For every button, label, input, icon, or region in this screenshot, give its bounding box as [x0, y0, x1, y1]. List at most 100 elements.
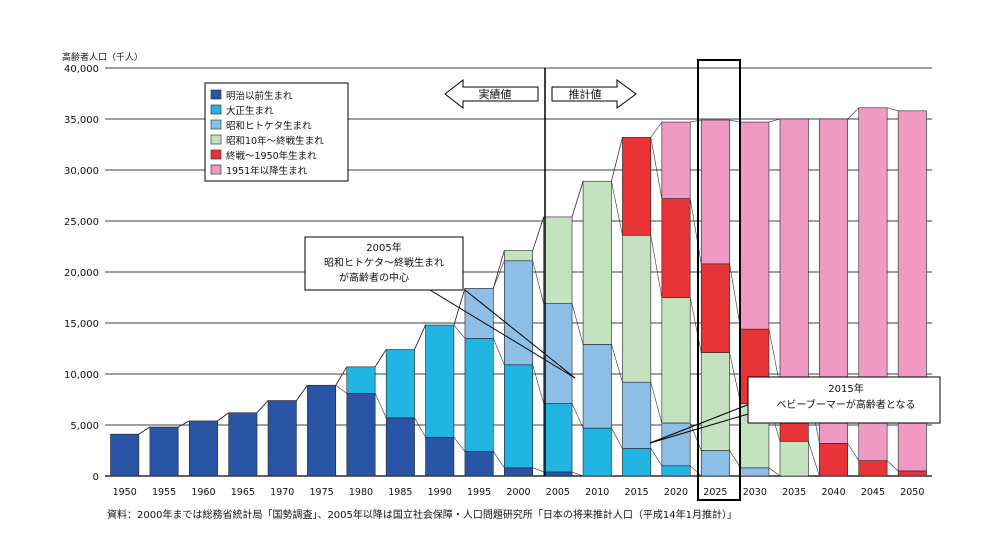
connector-line	[611, 181, 623, 236]
bar-segment	[779, 118, 809, 387]
x-tick-label: 1960	[191, 487, 215, 498]
connector-line	[887, 107, 899, 112]
connector-line	[532, 216, 544, 251]
connector-line	[532, 260, 544, 304]
bar-segment	[504, 467, 533, 477]
bar-segment	[425, 436, 455, 477]
y-tick-label: 30,000	[64, 166, 99, 177]
connector-line	[729, 450, 741, 469]
bar-segment	[700, 352, 730, 451]
source-note: 資料：2000年までは総務省統計局「国勢調査」、2005年以降は国立社会保障・人…	[107, 508, 737, 521]
connector-line	[611, 137, 623, 182]
legend-label: 大正生まれ	[226, 105, 274, 117]
annotation-2005-line2: 昭和ヒトケタ～終戦生まれ	[324, 256, 444, 269]
connector-line	[335, 384, 347, 394]
legend-swatch	[210, 149, 222, 160]
annotation-2015-line1: 2015年	[828, 382, 863, 395]
bar-segment	[622, 234, 652, 383]
bar-segment	[464, 337, 494, 452]
x-axis-ticks: 1950 1955 1960 1965 1970 1975 1980 1985 1990 1995…	[113, 487, 925, 498]
bar-segment	[385, 349, 415, 419]
bar-segment	[110, 433, 140, 477]
connector-line	[453, 288, 466, 326]
highlight-2025-box	[697, 59, 741, 501]
bar-segment	[346, 393, 376, 477]
connector-line	[296, 385, 308, 401]
connector-line	[138, 426, 151, 435]
x-tick-label: 1950	[113, 487, 137, 498]
y-tick-label: 5,000	[70, 421, 99, 432]
connector-line	[493, 260, 505, 289]
annotation-2015: 2015年 ベビーブーマーが高齢者となる	[649, 376, 941, 444]
y-tick-label: 0	[93, 472, 99, 483]
connector-line	[689, 297, 702, 353]
connector-line	[768, 467, 781, 477]
bar-segment	[543, 403, 573, 473]
bar-segment	[740, 467, 770, 477]
bar-segment	[504, 260, 533, 366]
annotation-2005-line1: 2005年	[366, 241, 401, 254]
bar-segment	[661, 121, 691, 199]
connector-line	[571, 471, 584, 477]
x-tick-label: 1980	[349, 487, 373, 498]
bar-segment	[228, 412, 258, 477]
x-tick-label: 1975	[310, 487, 334, 498]
x-tick-label: 1965	[231, 487, 255, 498]
bar-segment	[661, 297, 691, 424]
bar-segment	[504, 364, 533, 469]
bar-segment	[779, 441, 809, 477]
legend-label: 昭和10年～終戦生まれ	[226, 135, 324, 147]
bar-segment	[661, 422, 691, 467]
bar-segment	[819, 443, 849, 477]
bar-connectors	[138, 107, 899, 477]
legend-swatch	[210, 119, 222, 130]
bar-segment	[425, 324, 455, 438]
x-tick-label: 2045	[861, 487, 885, 498]
connector-line	[571, 181, 584, 218]
connector-line	[650, 448, 663, 466]
connector-line	[611, 344, 623, 383]
connector-line	[729, 352, 741, 404]
bar-segment	[622, 381, 652, 449]
projected-arrow: 推計値	[551, 79, 637, 109]
bar-segment	[700, 263, 730, 353]
connector-line	[571, 403, 584, 429]
connector-line	[335, 366, 348, 386]
projected-arrow-label: 推計値	[569, 87, 602, 101]
bar-segment	[582, 427, 612, 477]
bar-segment	[582, 180, 612, 345]
connector-line	[611, 427, 623, 449]
connector-line	[650, 137, 663, 199]
y-tick-label: 40,000	[64, 64, 99, 75]
bar-segment	[543, 303, 573, 404]
connector-line	[414, 324, 426, 350]
bar-segment	[149, 426, 179, 477]
y-tick-label: 10,000	[64, 370, 99, 381]
y-tick-label: 35,000	[64, 115, 99, 126]
x-tick-label: 2040	[821, 487, 845, 498]
y-axis-label: 高齢者人口（千人）	[62, 51, 143, 63]
bar-segment	[346, 366, 376, 394]
connector-line	[689, 465, 702, 477]
connector-line	[650, 235, 663, 298]
y-tick-label: 20,000	[64, 268, 99, 279]
legend-label: 昭和ヒトケタ生まれ	[226, 120, 312, 132]
connector-line	[453, 324, 466, 339]
x-tick-label: 2000	[506, 487, 530, 498]
x-tick-label: 2010	[585, 487, 609, 498]
x-tick-label: 2005	[546, 487, 570, 498]
connector-line	[689, 422, 702, 451]
bar-segment	[543, 471, 573, 477]
x-tick-label: 2035	[782, 487, 806, 498]
connector-line	[729, 263, 741, 330]
x-tick-label: 1995	[467, 487, 491, 498]
x-tick-label: 2030	[743, 487, 767, 498]
bar-segment	[267, 400, 297, 477]
x-tick-label: 2015	[625, 487, 649, 498]
x-tick-label: 1970	[270, 487, 294, 498]
bar-segment	[504, 250, 533, 262]
annotation-2015-line2: ベビーブーマーが高齢者となる	[776, 398, 915, 411]
connector-line	[493, 250, 505, 289]
bar-segment	[661, 198, 691, 298]
